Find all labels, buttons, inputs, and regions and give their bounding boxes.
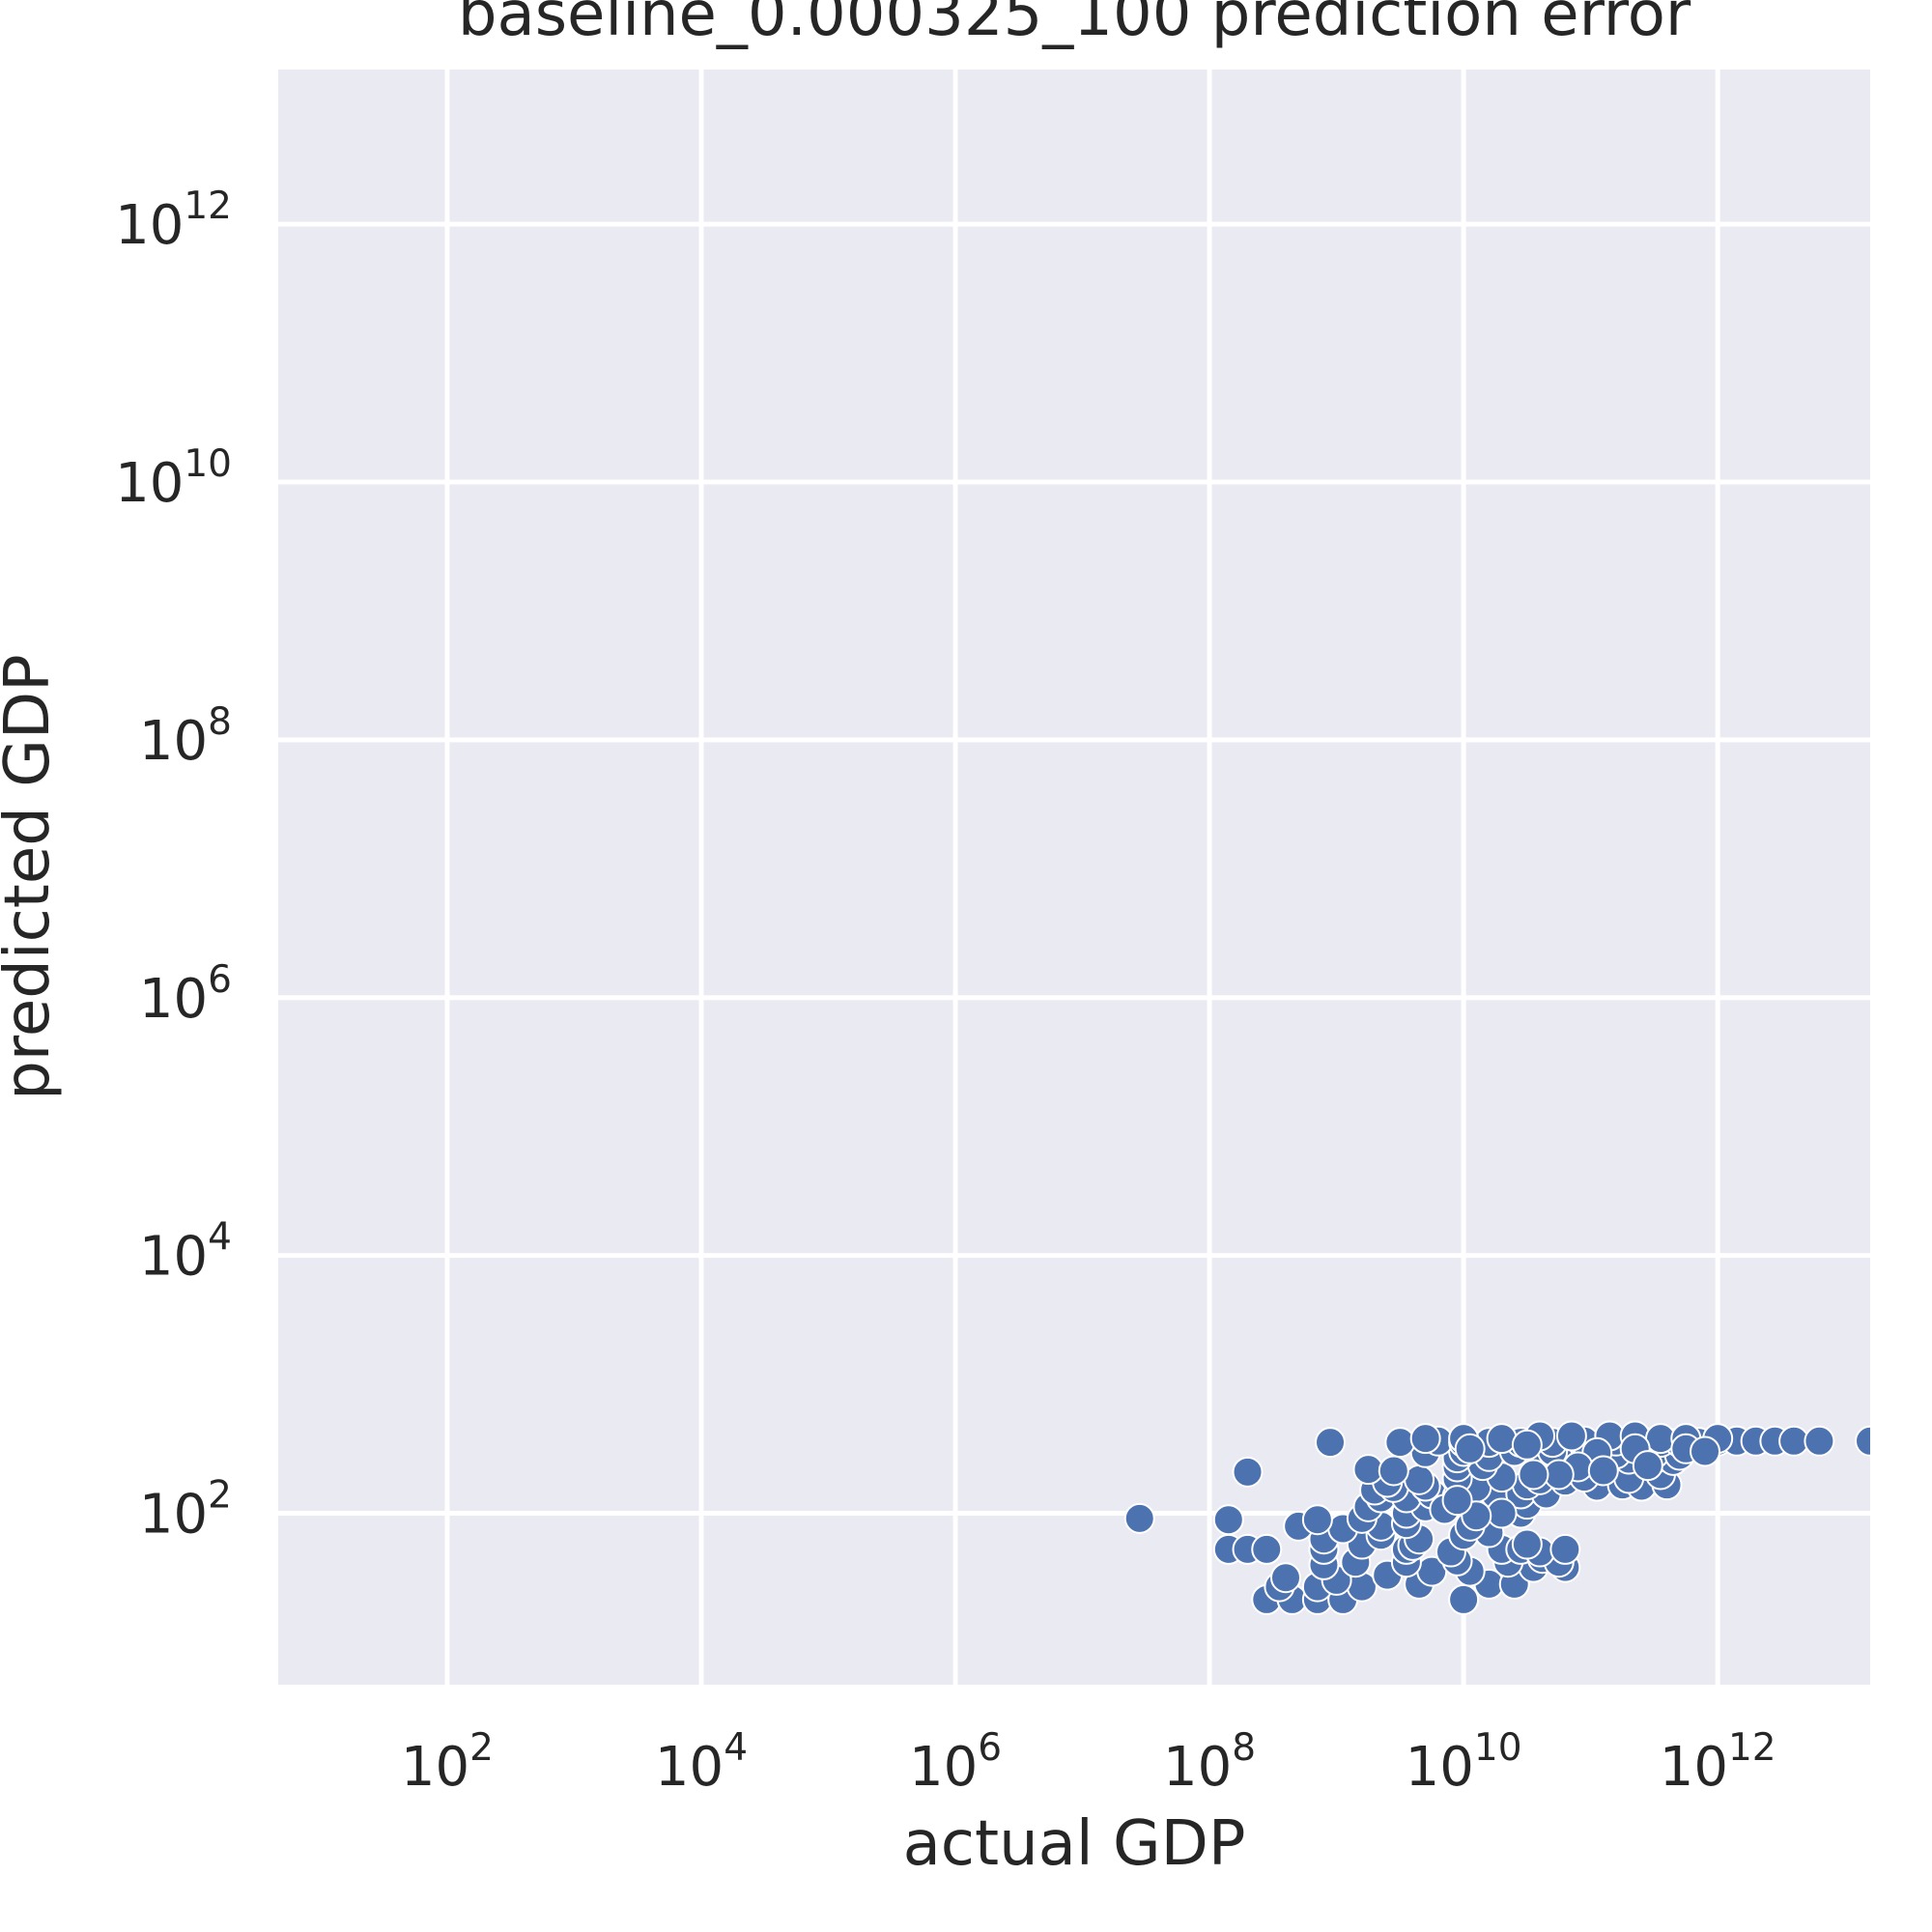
data-point <box>1301 1504 1333 1536</box>
data-point <box>1441 1485 1473 1517</box>
data-point <box>1549 1533 1581 1565</box>
x-tick-label: 102 <box>401 1726 494 1799</box>
data-point <box>1855 1425 1870 1457</box>
data-point <box>1555 1420 1587 1452</box>
x-tick-label: 106 <box>909 1726 1002 1799</box>
data-point <box>1587 1455 1619 1487</box>
y-tick-label: 104 <box>139 1216 232 1289</box>
y-tick-labels: 102 104 106 108 1010 1012 <box>115 185 232 1546</box>
data-point <box>1518 1459 1549 1491</box>
plot-area <box>278 70 1870 1685</box>
x-tick-label: 1012 <box>1660 1726 1776 1799</box>
data-point <box>1486 1497 1518 1529</box>
data-point <box>1486 1423 1518 1455</box>
data-point <box>1632 1450 1663 1482</box>
x-tick-label: 104 <box>655 1726 748 1799</box>
x-tick-label: 1010 <box>1406 1726 1522 1799</box>
data-point <box>1511 1429 1543 1461</box>
y-tick-label: 1010 <box>115 442 232 515</box>
data-point <box>1315 1427 1347 1459</box>
y-tick-label: 106 <box>139 958 232 1031</box>
data-point <box>1409 1423 1441 1455</box>
chart-title: baseline_0.000325_100 prediction error <box>458 0 1691 50</box>
data-point <box>1123 1502 1155 1534</box>
data-point <box>1454 1433 1486 1464</box>
x-tick-label: 108 <box>1163 1726 1256 1799</box>
data-point <box>1448 1583 1480 1615</box>
data-points <box>1123 1420 1870 1615</box>
x-tick-labels: 102 104 106 108 1010 1012 <box>401 1726 1776 1799</box>
data-point <box>1269 1562 1301 1594</box>
data-point <box>1804 1425 1835 1457</box>
x-axis-label: actual GDP <box>903 1808 1246 1880</box>
grid-lines <box>278 70 1870 1685</box>
data-point <box>1384 1427 1416 1459</box>
data-point <box>1232 1456 1264 1488</box>
y-tick-label: 108 <box>139 700 232 773</box>
y-axis-label: predicted GDP <box>0 654 64 1099</box>
data-point <box>1251 1533 1283 1565</box>
data-point <box>1378 1455 1409 1487</box>
data-point <box>1511 1528 1543 1560</box>
data-point <box>1690 1435 1721 1467</box>
y-tick-label: 1012 <box>115 185 232 257</box>
y-tick-label: 102 <box>139 1474 232 1547</box>
data-point <box>1212 1504 1244 1536</box>
